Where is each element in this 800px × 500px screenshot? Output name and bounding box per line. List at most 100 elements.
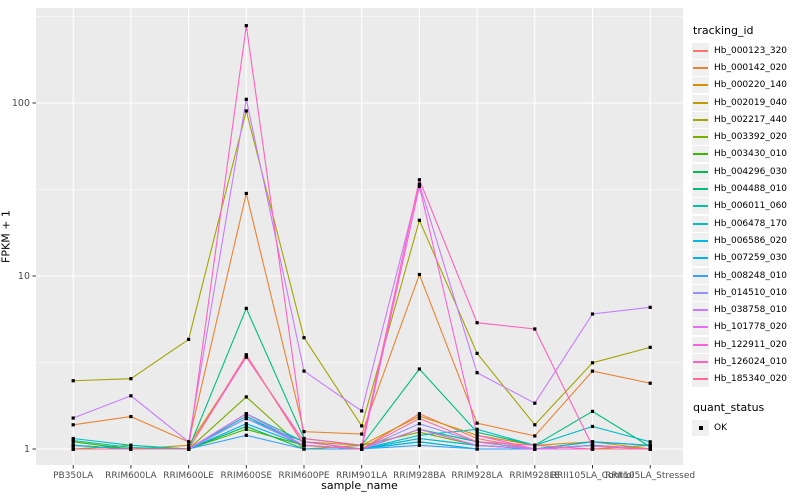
legend-item-label: Hb_000142_020 (714, 62, 788, 73)
data-point (302, 447, 306, 451)
data-point (244, 424, 248, 429)
data-point (648, 447, 652, 451)
data-point (648, 381, 652, 385)
line-swatch-icon (692, 77, 709, 94)
data-point (648, 305, 652, 309)
legend-item-Hb_004296_030: Hb_004296_030 (692, 163, 798, 180)
legend-item-label: Hb_101778_020 (714, 322, 788, 333)
data-point (129, 443, 133, 447)
data-point (533, 443, 537, 447)
data-point (302, 336, 306, 340)
data-point (244, 97, 248, 101)
data-point (417, 433, 421, 437)
data-point (187, 440, 191, 444)
data-point (71, 438, 75, 443)
line-swatch-icon (692, 267, 709, 284)
data-point (417, 416, 421, 421)
legend-item-label: Hb_038758_010 (714, 305, 788, 316)
data-point (302, 430, 306, 434)
data-point (244, 24, 248, 28)
data-point (302, 440, 306, 444)
legend-item-label: Hb_008248_010 (714, 270, 788, 281)
legend-item-label: Hb_122911_020 (714, 339, 788, 350)
y-tick-label: 10 (18, 271, 30, 282)
data-point (533, 401, 537, 405)
line-swatch-icon (692, 302, 709, 319)
data-point (648, 345, 652, 349)
line-swatch-icon (692, 94, 709, 111)
data-point (475, 371, 479, 375)
data-point (417, 182, 421, 186)
legend-item-label: Hb_000123_320 (714, 45, 788, 56)
x-tick-label: RRII105LA_Control (551, 471, 634, 481)
legend-item-label: Hb_006586_020 (714, 235, 788, 246)
data-point (187, 447, 191, 451)
data-point (533, 423, 537, 427)
data-point (71, 416, 75, 420)
legend: tracking_id Hb_000123_320 Hb_000142_020 Hb… (692, 24, 798, 436)
data-point (302, 369, 306, 373)
y-tick-label: 100 (12, 98, 30, 109)
legend-item-Hb_101778_020: Hb_101778_020 (692, 319, 798, 336)
data-point (360, 432, 364, 436)
data-point (244, 433, 248, 437)
data-point (417, 184, 421, 188)
data-point (475, 447, 479, 451)
data-point (475, 430, 479, 434)
legend-item-Hb_000220_140: Hb_000220_140 (692, 77, 798, 94)
shape-legend-title: quant_status (693, 400, 765, 414)
data-point (417, 367, 421, 371)
data-point (417, 440, 421, 444)
color-legend-title: tracking_id (693, 24, 754, 37)
legend-item-label: Hb_006011_060 (714, 201, 788, 212)
color-legend-items: Hb_000123_320 Hb_000142_020 Hb_000220_140 H… (692, 42, 798, 388)
data-point (417, 178, 421, 182)
line-swatch-icon (692, 215, 709, 232)
panel-background (36, 8, 683, 465)
line-swatch-icon (692, 163, 709, 180)
data-point (71, 423, 75, 427)
legend-item-Hb_122911_020: Hb_122911_020 (692, 336, 798, 353)
legend-item-Hb_126024_010: Hb_126024_010 (692, 353, 798, 370)
x-tick-label: PB350LA (53, 471, 94, 481)
data-point (590, 447, 595, 451)
data-point (475, 321, 479, 325)
x-tick-label: RRIM928LE (509, 471, 560, 481)
shape-legend-label: OK (714, 422, 727, 433)
data-point (475, 421, 479, 425)
data-point (417, 436, 421, 441)
line-swatch-icon (692, 336, 709, 353)
data-point (244, 416, 248, 421)
data-point (244, 427, 248, 431)
data-point (129, 414, 133, 419)
line-swatch-icon (692, 111, 709, 128)
legend-item-Hb_006586_020: Hb_006586_020 (692, 232, 798, 249)
legend-item-Hb_006011_060: Hb_006011_060 (692, 198, 798, 215)
data-point (590, 444, 595, 448)
data-point (590, 424, 595, 429)
y-tick-label: 1 (24, 444, 30, 455)
legend-item-label: Hb_007259_030 (714, 253, 788, 264)
data-point (360, 443, 364, 447)
data-point (417, 427, 421, 431)
data-point (475, 433, 479, 437)
data-point (244, 191, 248, 196)
legend-item-label: Hb_003392_020 (714, 132, 788, 143)
legend-item-Hb_007259_030: Hb_007259_030 (692, 250, 798, 267)
data-point (648, 440, 652, 444)
legend-item-Hb_003392_020: Hb_003392_020 (692, 128, 798, 146)
data-point (533, 434, 537, 438)
data-point (417, 443, 421, 447)
data-point (590, 312, 595, 316)
line-swatch-icon (692, 129, 709, 146)
legend-item-Hb_014510_010: Hb_014510_010 (692, 284, 798, 301)
x-axis-title: sample_name (321, 479, 398, 492)
data-point (475, 443, 479, 447)
x-tick-label: RRIM928BA (393, 471, 446, 481)
legend-item-label: Hb_185340_020 (714, 374, 788, 385)
data-point (417, 430, 421, 434)
legend-item-label: Hb_004488_010 (714, 184, 788, 195)
legend-item-Hb_004488_010: Hb_004488_010 (692, 180, 798, 198)
legend-item-label: Hb_002019_040 (714, 97, 788, 108)
data-point (533, 447, 537, 451)
